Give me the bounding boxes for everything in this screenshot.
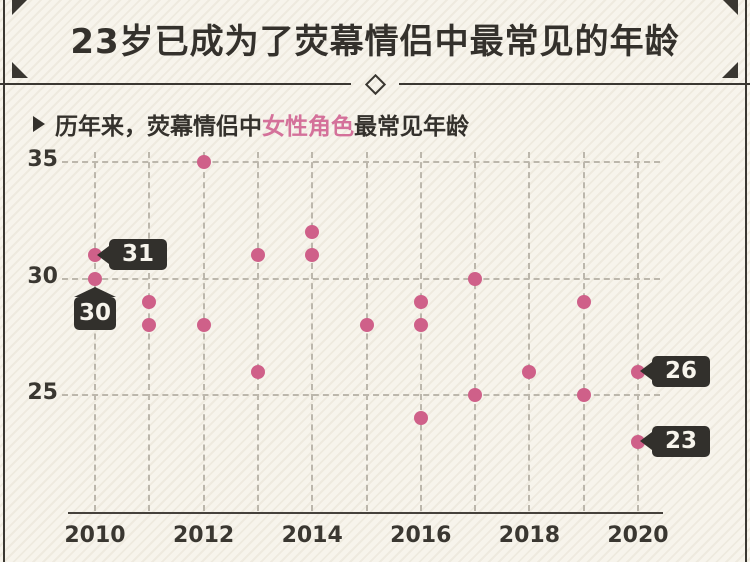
- corner-triangle-top-left-upper-icon: [12, 0, 27, 15]
- data-label-tag: 23: [639, 425, 711, 457]
- gridline-vertical: [94, 152, 96, 511]
- y-axis-label: 25: [27, 380, 58, 405]
- x-axis-label: 2014: [281, 523, 343, 548]
- subtitle-prefix: 历年来，荧幕情侣中: [55, 114, 262, 140]
- chart-subtitle: 历年来，荧幕情侣中女性角色最常见年龄: [33, 107, 469, 141]
- corner-triangle-top-left-lower-icon: [12, 62, 28, 78]
- corner-triangle-top-right-lower-icon: [722, 62, 738, 78]
- subtitle-suffix: 最常见年龄: [354, 114, 469, 140]
- page-title: 23岁已成为了荧幕情侣中最常见的年龄: [70, 22, 680, 62]
- gridline-horizontal: [62, 161, 660, 163]
- gridline-vertical: [637, 152, 639, 511]
- data-point: [250, 364, 265, 379]
- gridline-vertical: [474, 152, 477, 511]
- gridline-horizontal: [62, 394, 660, 396]
- y-axis-label: 30: [27, 263, 58, 289]
- right-border-line: [745, 0, 747, 562]
- data-point: [413, 318, 428, 333]
- data-point: [576, 388, 591, 402]
- data-point: [305, 248, 320, 263]
- data-point: [250, 248, 265, 263]
- x-axis-label: 2020: [607, 523, 669, 548]
- data-label-tag: 30: [74, 286, 116, 330]
- y-axis-label: 35: [27, 147, 58, 172]
- gridline-horizontal: [62, 277, 660, 280]
- data-point: [468, 388, 483, 402]
- data-point: [88, 271, 102, 286]
- data-point: [196, 155, 211, 169]
- x-axis-label: 2016: [390, 523, 452, 548]
- x-axis-label: 2012: [172, 523, 235, 548]
- subtitle-text: 历年来，荧幕情侣中女性角色最常见年龄: [55, 107, 469, 141]
- gridline-vertical: [528, 152, 531, 511]
- data-point: [413, 411, 428, 426]
- left-border-line: [3, 0, 5, 562]
- data-point: [305, 224, 320, 239]
- triangle-right-icon: [33, 116, 45, 132]
- header: 23岁已成为了荧幕情侣中最常见的年龄: [0, 0, 750, 96]
- data-point: [413, 294, 428, 309]
- data-label-tag: 31: [96, 239, 168, 271]
- corner-triangle-top-right-upper-icon: [723, 0, 738, 15]
- separator-line-left: [0, 83, 351, 85]
- data-point: [142, 294, 157, 309]
- data-point: [142, 318, 157, 333]
- x-axis-label: 2010: [64, 523, 126, 548]
- gridline-vertical: [256, 152, 259, 511]
- data-point: [522, 364, 537, 379]
- gridline-vertical: [582, 152, 585, 511]
- data-label-tag: 26: [639, 355, 711, 387]
- separator-line-right: [399, 83, 750, 85]
- subtitle-highlight: 女性角色: [262, 114, 354, 140]
- data-point: [359, 318, 374, 333]
- data-point: [196, 318, 211, 333]
- data-point: [468, 271, 483, 286]
- data-point: [576, 294, 591, 309]
- x-axis-line: [68, 512, 663, 514]
- x-axis-label: 2018: [498, 523, 560, 548]
- gridline-vertical: [311, 152, 314, 511]
